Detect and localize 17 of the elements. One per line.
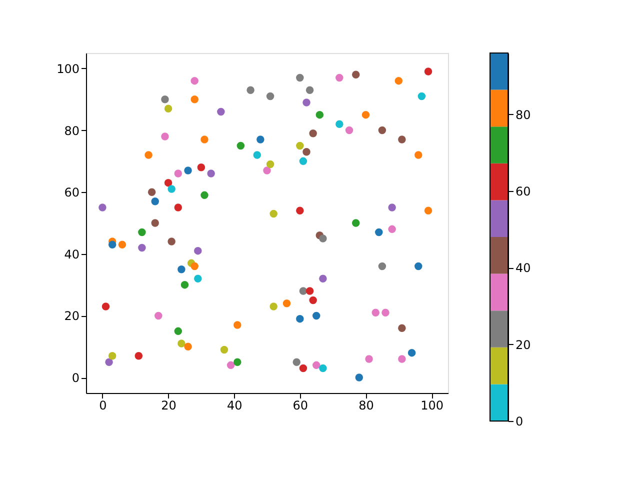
x-tick-label: 40: [226, 398, 242, 412]
x-tick-label: 20: [161, 398, 176, 412]
color-bar-label: 60: [516, 184, 531, 198]
y-tick-label: 100: [56, 62, 80, 76]
y-tick-label: 0: [72, 371, 80, 386]
y-tick-label: 80: [64, 124, 80, 138]
color-bar-label: 20: [516, 338, 531, 352]
color-bar-label: 0: [516, 414, 524, 428]
y-tick-label: 20: [64, 309, 80, 324]
y-tick-label: 40: [64, 247, 80, 262]
color-bar-label: 40: [516, 261, 531, 276]
y-tick-label: 60: [64, 186, 80, 200]
color-bar-label: 80: [516, 108, 531, 122]
x-tick-label: 100: [420, 398, 444, 412]
x-tick-label: 60: [292, 398, 308, 412]
x-tick-label: 0: [99, 398, 107, 412]
x-tick-label: 80: [358, 398, 374, 412]
